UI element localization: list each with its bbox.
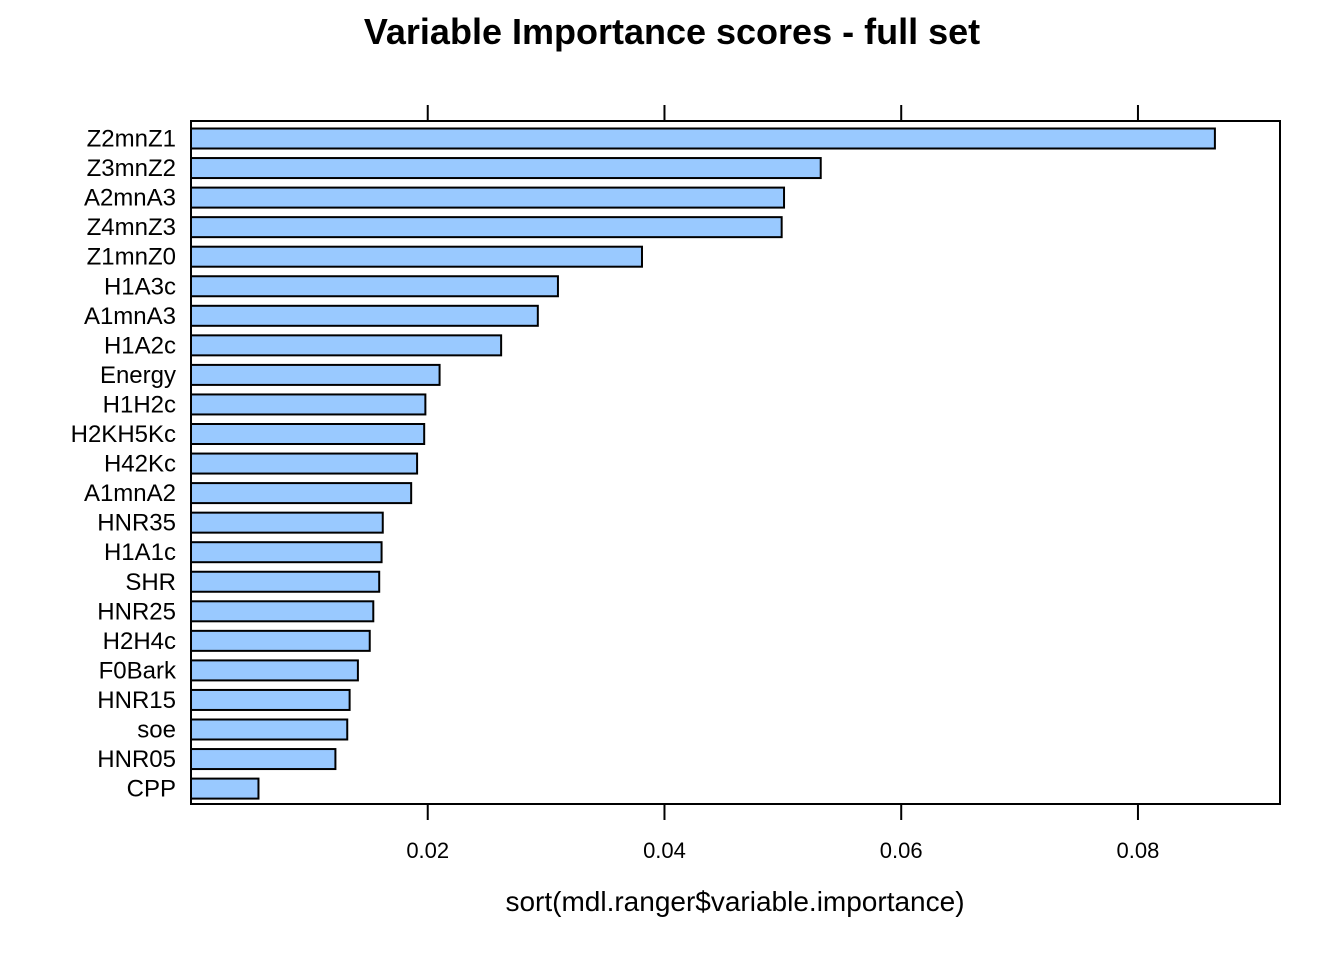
bar-hnr15 — [190, 688, 351, 711]
category-label: HNR05 — [97, 746, 176, 773]
category-label: HNR15 — [97, 687, 176, 714]
bar-z4mnz3 — [190, 216, 783, 239]
x-tick-label: 0.04 — [643, 838, 686, 863]
bar-z2mnz1 — [190, 127, 1216, 150]
bar-shr — [190, 570, 381, 593]
category-label: H2KH5Kc — [71, 421, 176, 448]
bar-h2h4c — [190, 629, 371, 652]
category-label: H1A3c — [104, 273, 176, 300]
bar-energy — [190, 363, 441, 386]
category-label: Z4mnZ3 — [87, 214, 176, 241]
category-label: H1A2c — [104, 332, 176, 359]
category-label: HNR25 — [97, 598, 176, 625]
bar-hnr05 — [190, 748, 337, 771]
category-label: Energy — [100, 362, 176, 389]
bar-a1mna2 — [190, 482, 413, 505]
category-label: A1mnA2 — [84, 480, 176, 507]
category-label: A1mnA3 — [84, 303, 176, 330]
category-label: Z2mnZ1 — [87, 126, 176, 153]
category-label: CPP — [127, 776, 176, 803]
bar-soe — [190, 718, 349, 741]
chart-title: Variable Importance scores - full set — [364, 11, 980, 52]
bar-series — [190, 127, 1216, 800]
bar-h42kc — [190, 452, 419, 475]
x-tick-label: 0.06 — [880, 838, 923, 863]
bar-a1mna3 — [190, 304, 539, 327]
bar-f0bark — [190, 659, 359, 682]
bar-z1mnz0 — [190, 245, 643, 268]
category-label: A2mnA3 — [84, 185, 176, 212]
category-label: H42Kc — [104, 451, 176, 478]
category-label: H2H4c — [103, 628, 176, 655]
x-axis-label: sort(mdl.ranger$variable.importance) — [505, 886, 964, 917]
category-label: H1H2c — [103, 391, 176, 418]
bar-h1a2c — [190, 334, 503, 357]
bar-h2kh5kc — [190, 423, 426, 445]
top-axis-ticks — [426, 105, 1139, 121]
bar-h1h2c — [190, 393, 427, 416]
category-label: F0Bark — [99, 657, 177, 684]
bar-z3mnz2 — [190, 157, 822, 180]
bottom-axis-ticks: 0.02 0.04 0.06 0.08 — [406, 804, 1159, 863]
x-tick-label: 0.08 — [1117, 838, 1160, 863]
bar-hnr25 — [190, 600, 375, 623]
bar-a2mna3 — [190, 186, 786, 209]
bar-h1a1c — [190, 541, 383, 564]
bar-hnr35 — [190, 511, 384, 534]
category-label: SHR — [125, 569, 176, 596]
category-label: Z3mnZ2 — [87, 155, 176, 182]
category-label: H1A1c — [104, 539, 176, 566]
category-label: soe — [137, 717, 176, 744]
bar-h1a3c — [190, 275, 559, 298]
category-label: Z1mnZ0 — [87, 244, 176, 271]
x-tick-label: 0.02 — [406, 838, 449, 863]
category-label: HNR35 — [97, 510, 176, 537]
bar-cpp — [190, 777, 260, 800]
